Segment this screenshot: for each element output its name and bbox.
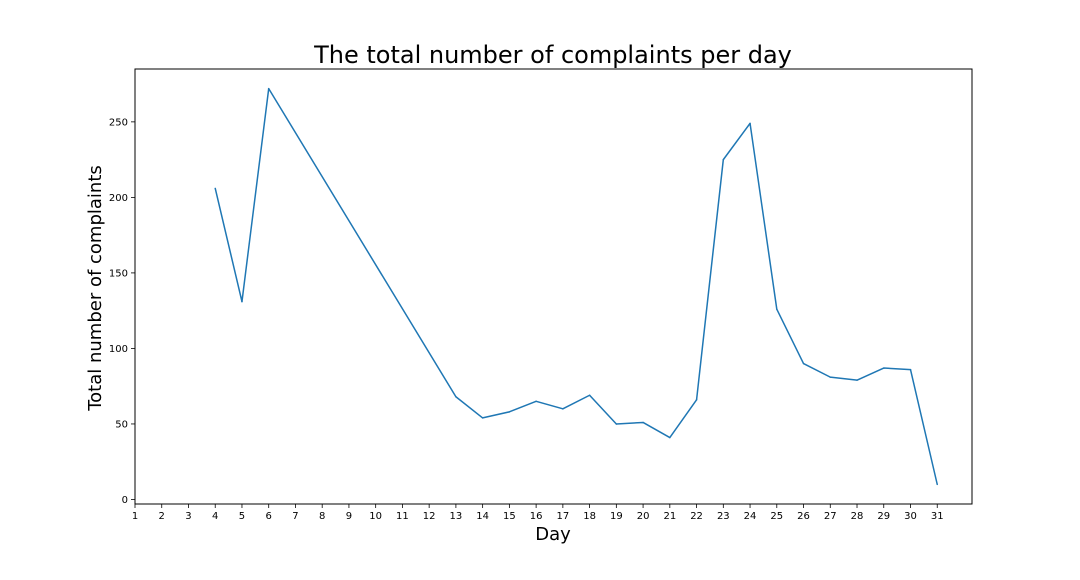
x-tick-label: 28 [851, 511, 864, 522]
data-point [214, 187, 216, 190]
x-tick-label: 14 [476, 511, 489, 522]
data-point [481, 417, 484, 419]
x-tick-label: 7 [292, 511, 298, 522]
plot-frame [134, 68, 973, 505]
x-tick-label: 19 [610, 511, 623, 522]
x-tick-label: 4 [212, 511, 218, 522]
x-tick-label: 23 [717, 511, 730, 522]
x-tick-label: 17 [556, 511, 569, 522]
data-point [455, 396, 457, 398]
data-point [267, 87, 270, 90]
x-tick-label: 5 [239, 511, 245, 522]
chart-title: The total number of complaints per day [313, 41, 792, 69]
x-tick-label: 15 [503, 511, 516, 522]
y-axis: 0 50 100 150 200 250 [109, 117, 135, 506]
x-tick-label: 3 [185, 511, 191, 522]
data-point [615, 423, 618, 425]
x-tick-label: 25 [770, 511, 783, 522]
data-point [695, 399, 698, 401]
x-tick-label: 2 [159, 511, 165, 522]
x-tick-label: 31 [931, 511, 944, 522]
x-tick-label: 24 [744, 511, 757, 522]
series-layer [214, 87, 938, 486]
x-tick-label: 20 [637, 511, 650, 522]
x-tick-label: 18 [583, 511, 596, 522]
data-point [642, 421, 644, 424]
x-tick-label: 26 [797, 511, 810, 522]
x-tick-label: 30 [904, 511, 917, 522]
y-tick-label: 50 [115, 419, 128, 430]
data-point [856, 379, 858, 381]
data-point [883, 367, 885, 369]
data-point [722, 158, 725, 161]
data-point [669, 436, 671, 439]
y-tick-label: 0 [122, 495, 128, 506]
x-tick-label: 27 [824, 511, 837, 522]
y-axis-label: Total number of complaints [85, 165, 106, 412]
data-point [802, 362, 805, 365]
x-tick-label: 22 [690, 511, 703, 522]
data-point [776, 308, 778, 310]
data-point [829, 376, 832, 378]
data-point [749, 122, 751, 125]
data-point [508, 411, 511, 413]
y-tick-label: 100 [109, 344, 128, 355]
x-tick-label: 21 [663, 511, 676, 522]
x-axis-label: Day [535, 524, 571, 545]
x-tick-label: 13 [450, 511, 463, 522]
y-tick-label: 150 [109, 268, 128, 279]
data-point [562, 408, 564, 410]
y-tick-label: 200 [109, 193, 128, 204]
x-tick-label: 16 [530, 511, 543, 522]
data-point [588, 394, 591, 396]
x-axis: 1 2 3 4 5 6 7 8 9 10 11 12 13 14 15 16 17 18 19 20 21 22 23 24 2… [132, 504, 944, 522]
x-tick-label: 11 [396, 511, 409, 522]
y-tick-label: 250 [109, 117, 128, 128]
data-point [909, 368, 912, 371]
x-tick-label: 1 [132, 511, 138, 522]
x-tick-label: 8 [319, 511, 325, 522]
x-tick-label: 9 [346, 511, 352, 522]
series-line [214, 87, 938, 485]
data-point [241, 300, 243, 303]
x-tick-label: 6 [266, 511, 272, 522]
x-tick-label: 10 [369, 511, 382, 522]
data-point [936, 483, 938, 486]
x-tick-label: 12 [423, 511, 436, 522]
x-tick-label: 29 [877, 511, 890, 522]
data-point [535, 400, 537, 403]
